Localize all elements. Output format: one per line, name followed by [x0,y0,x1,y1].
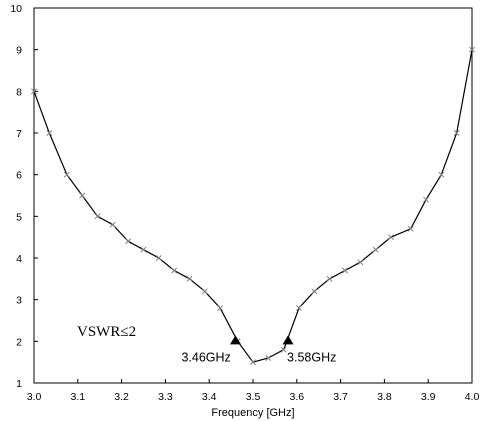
data-point [63,171,70,178]
data-point [326,275,333,282]
data-point [31,88,37,95]
data-point [171,267,178,274]
data-point [372,246,379,253]
y-tick-label: 10 [10,3,22,15]
x-tick-label: 3.7 [333,391,348,403]
data-point [357,259,364,266]
marker-triangle [229,335,241,345]
y-tick-label: 9 [16,45,22,57]
data-point [155,255,162,261]
data-point [46,130,53,136]
data-point [201,288,208,295]
axes: 1 2 3 4 5 6 7 8 9 10 3.0 3.1 3.2 3.3 3.4 3.5 3.6 3.7 3.8 3.… [10,3,479,403]
data-point [469,46,475,53]
data-point [388,234,394,241]
data-point [296,305,302,311]
data-point [265,355,272,361]
x-tick-label: 3.2 [114,391,129,403]
data-point [311,288,318,295]
y-tick-label: 1 [16,378,22,390]
data-point [109,221,116,228]
marker-group: 3.46GHz 3.58GHz [181,335,336,364]
data-point [125,238,132,245]
y-tick-label: 2 [16,336,22,348]
y-tick-label: 6 [16,170,22,182]
y-tick-label: 8 [16,86,22,98]
x-tick-label: 4.0 [465,391,480,403]
x-tick-label: 3.4 [202,391,217,403]
data-point [186,275,193,282]
x-tick-label: 3.1 [70,391,85,403]
x-tick-label: 3.6 [289,391,304,403]
data-point [453,130,460,136]
data-point [342,267,348,274]
data-point [217,305,224,311]
marker-label: 3.46GHz [181,350,230,364]
series-line [33,49,473,363]
x-tick-label: 3.3 [158,391,173,403]
data-point [250,359,256,366]
y-tick-label: 5 [16,211,22,223]
x-tick-label: 3.5 [246,391,261,403]
data-point [280,346,287,353]
x-tick-label: 3.9 [421,391,436,403]
y-tick-label: 7 [16,128,22,140]
data-point [94,213,101,220]
y-tick-label: 3 [16,295,22,307]
vswr-annotation: VSWR≤2 [77,324,136,340]
data-point [423,196,429,203]
data-point [140,246,147,253]
marker-label: 3.58GHz [287,350,336,364]
y-tick-label: 4 [16,253,22,265]
data-point [79,192,86,199]
series-group [31,46,475,366]
x-tick-label: 3.0 [27,391,42,403]
x-axis-label: Frequency [GHz] [211,407,294,419]
x-tick-label: 3.8 [377,391,392,403]
data-point [407,225,414,232]
data-point [438,171,445,178]
marker-triangle [282,335,294,345]
